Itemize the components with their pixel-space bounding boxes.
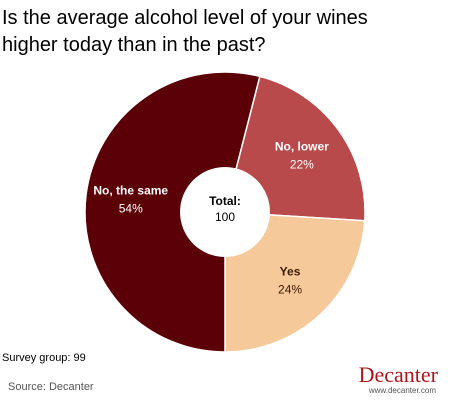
note: Survey group: 99 — [2, 352, 86, 364]
slice-label: Yes — [280, 264, 301, 278]
logo-url: www.decanter.com — [368, 386, 436, 395]
total-value: 100 — [215, 210, 235, 224]
slice-label: No, the same — [93, 183, 168, 197]
chart-title: higher today than in the past? — [2, 34, 266, 56]
chart-title: Is the average alcohol level of your win… — [2, 7, 368, 29]
total-label: Total: — [209, 194, 241, 208]
value-label: 24% — [278, 282, 302, 296]
value-label: 54% — [119, 201, 143, 215]
value-label: 22% — [290, 157, 314, 171]
donut-slice — [224, 211, 366, 353]
logo: Decanter — [359, 362, 439, 387]
source: Source: Decanter — [8, 381, 94, 393]
slice-label: No, lower — [275, 139, 329, 153]
donut-hole — [180, 167, 270, 257]
donut-slice — [84, 71, 261, 353]
